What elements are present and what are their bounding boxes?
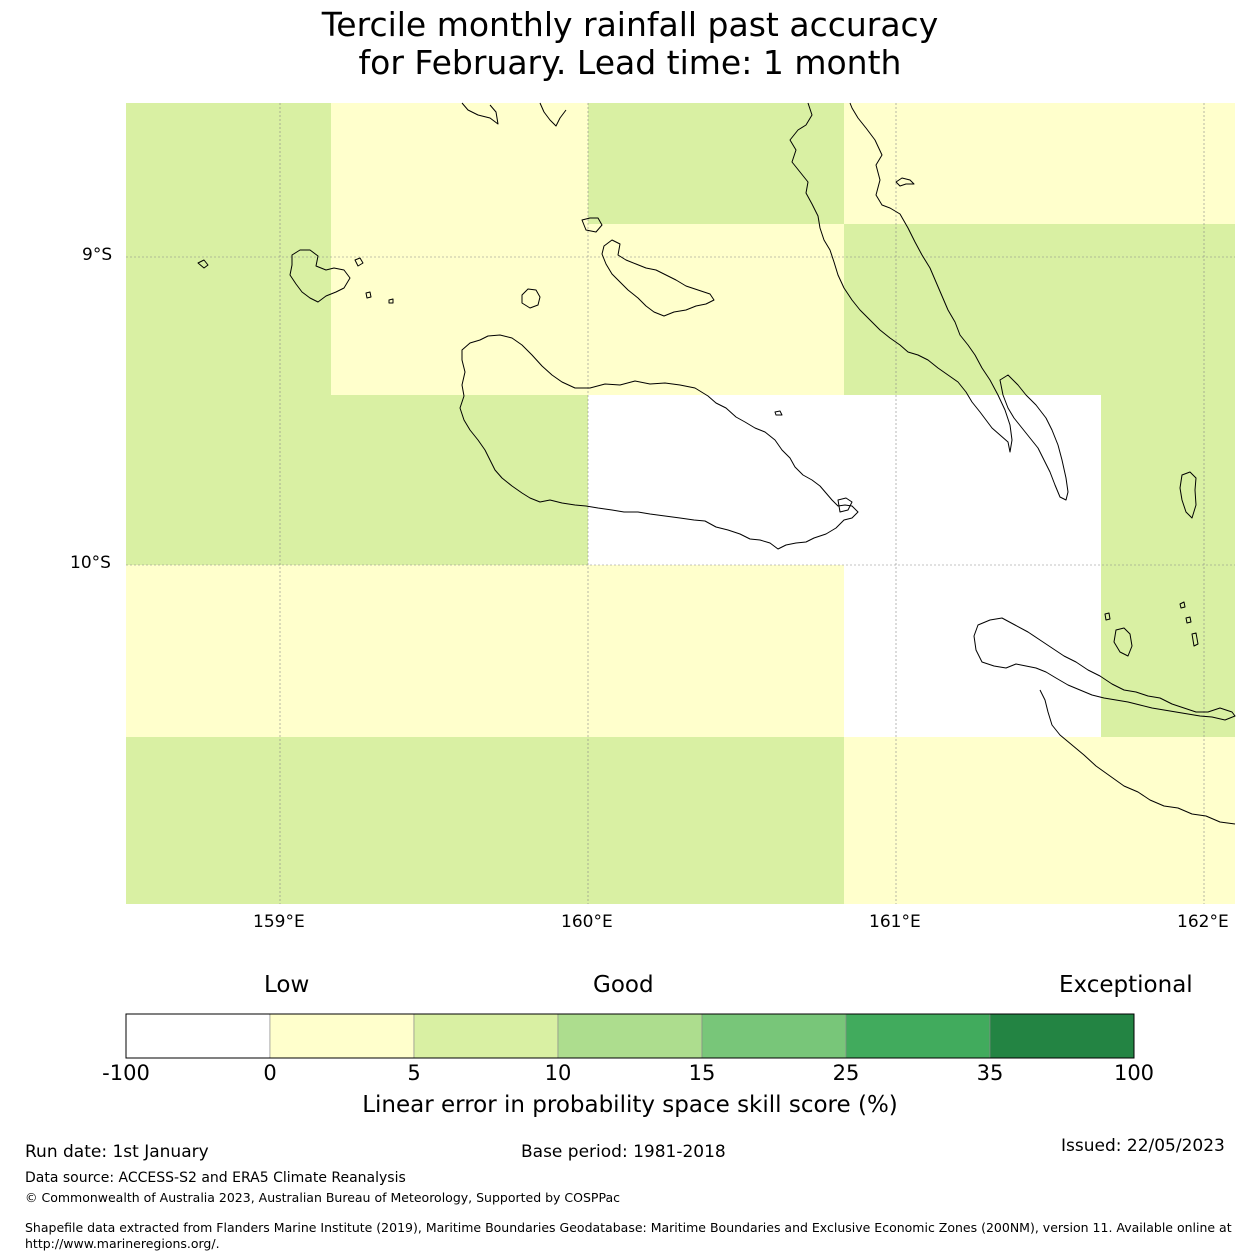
shapefile-credit-line-1: Shapefile data extracted from Flanders M… — [25, 1220, 1232, 1235]
colorbar — [125, 1013, 1135, 1059]
coastlines — [197, 102, 1236, 825]
grid-cell — [126, 737, 844, 904]
island-makira — [973, 617, 1236, 721]
lon-label-160e: 160°E — [561, 912, 613, 932]
island-guadalcanal — [459, 334, 859, 550]
colorbar-bin — [989, 1013, 1135, 1059]
islet — [774, 410, 783, 416]
title-line-2: for February. Lead time: 1 month — [358, 43, 902, 82]
colorbar-tick: 100 — [1113, 1061, 1155, 1085]
lon-label-161e: 161°E — [869, 912, 921, 932]
grid-cell — [844, 737, 1235, 904]
grid-cell — [126, 103, 331, 565]
colorbar-bin — [269, 1013, 415, 1059]
island-new-georgia-fragment — [539, 102, 567, 127]
colorbar-label-low: Low — [264, 972, 310, 998]
colorbar-tick: 15 — [688, 1061, 716, 1085]
grid-cell — [844, 224, 1235, 395]
base-period: Base period: 1981-2018 — [521, 1142, 726, 1162]
island-russell — [289, 249, 351, 303]
colorbar-bin — [413, 1013, 559, 1059]
island-small-malaita — [999, 374, 1069, 501]
island-tulagi — [581, 217, 603, 233]
islet — [197, 259, 209, 269]
skill-grid — [126, 103, 1235, 904]
colorbar-frame — [125, 1013, 1135, 1059]
data-source: Data source: ACCESS-S2 and ERA5 Climate … — [25, 1170, 406, 1186]
grid-cell — [331, 395, 588, 565]
colorbar-tick: 0 — [263, 1061, 277, 1085]
grid-cell — [844, 565, 1101, 737]
colorbar-tick: 10 — [544, 1061, 572, 1085]
colorbar-label-good: Good — [593, 972, 654, 998]
islet — [388, 298, 394, 304]
lon-label-162e: 162°E — [1177, 912, 1229, 932]
islet — [1104, 612, 1111, 621]
chart-title: Tercile monthly rainfall past accuracy f… — [0, 6, 1260, 82]
colorbar-bin — [701, 1013, 847, 1059]
run-date: Run date: 1st January — [25, 1142, 209, 1162]
gridlines — [126, 103, 1235, 904]
islet — [1179, 601, 1186, 609]
islet — [895, 177, 915, 187]
colorbar-bin — [125, 1013, 271, 1059]
islet — [354, 257, 364, 267]
island-ulawa — [1179, 471, 1197, 519]
lat-label-9s: 9°S — [82, 245, 113, 265]
copyright: © Commonwealth of Australia 2023, Austra… — [25, 1190, 620, 1205]
island-new-georgia-fragment — [461, 102, 499, 125]
grid-cell — [126, 565, 844, 737]
grid-cell — [588, 395, 1101, 565]
island-savo — [521, 288, 541, 309]
islet — [837, 497, 853, 513]
islet — [1191, 632, 1199, 647]
colorbar-tick: 25 — [832, 1061, 860, 1085]
issued-date: Issued: 22/05/2023 — [1061, 1136, 1225, 1156]
lon-label-159e: 159°E — [253, 912, 305, 932]
lat-label-10s: 10°S — [70, 553, 111, 573]
colorbar-tick: 5 — [407, 1061, 421, 1085]
grid-cell — [1101, 395, 1235, 737]
colorbar-tick: -100 — [102, 1061, 150, 1085]
islet — [365, 291, 372, 299]
coast-southeast — [1039, 689, 1236, 825]
colorbar-label-exceptional: Exceptional — [1059, 972, 1193, 998]
title-line-1: Tercile monthly rainfall past accuracy — [321, 5, 939, 44]
island-florida — [601, 239, 715, 317]
islet — [1113, 627, 1133, 657]
grid-cell — [331, 103, 588, 395]
colorbar-tick: 35 — [976, 1061, 1004, 1085]
grid-cell — [844, 103, 1235, 224]
colorbar-bin — [557, 1013, 703, 1059]
shapefile-credit-line-2: http://www.marineregions.org/. — [25, 1236, 220, 1251]
grid-cell — [588, 103, 844, 224]
islet — [1185, 616, 1192, 624]
colorbar-title: Linear error in probability space skill … — [362, 1092, 898, 1118]
grid-cell — [588, 224, 844, 395]
colorbar-bin — [845, 1013, 991, 1059]
island-malaita — [789, 102, 1013, 453]
